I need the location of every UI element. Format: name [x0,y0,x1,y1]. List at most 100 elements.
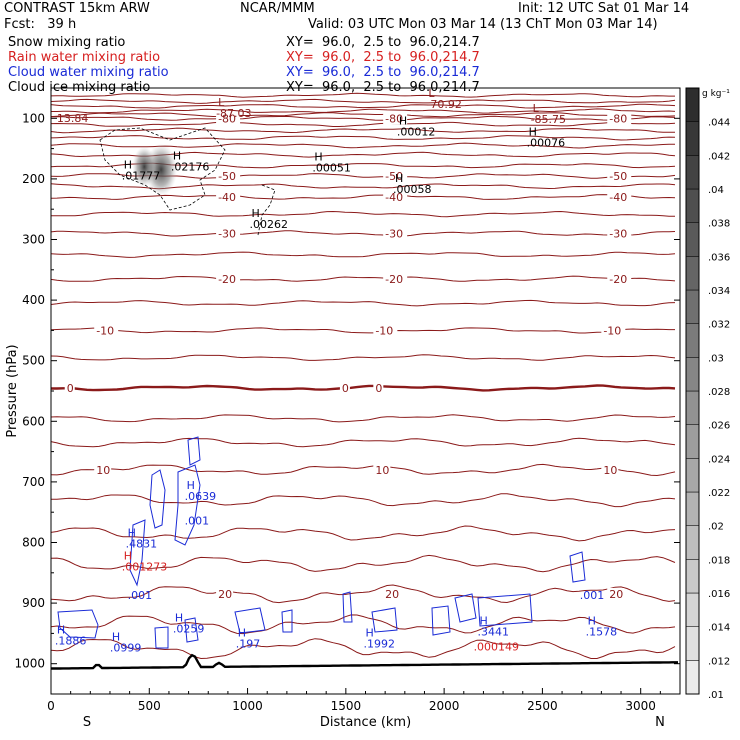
y-tick-label: 100 [22,111,45,125]
extremum-value: .000149 [474,640,520,653]
cloud-water-contour [234,607,266,634]
x-tick-label: 2000 [429,699,460,713]
legend-swatch [685,357,700,392]
isotherm-line [50,115,676,121]
extremum-marker: H [124,549,132,562]
isotherm-line [50,251,676,258]
legend-level-label: .026 [708,421,730,432]
y-tick-label: 1000 [14,657,45,671]
extremum-marker: H [187,479,195,492]
legend-swatch [685,626,700,661]
isotherm-line [50,127,675,134]
isotherm-label-bg [216,191,241,204]
isotherm-label: -50 [218,170,236,183]
extremum-value: .0999 [110,642,142,655]
y-tick-label: 300 [22,233,45,247]
extremum-value: .001 [185,514,210,527]
isotherm-label-bg [607,588,625,601]
isotherm-line [50,112,676,118]
extremum-value: .3441 [478,625,510,638]
cloud-water-contour [371,607,398,633]
extremum-value: .00051 [312,162,351,175]
isotherm-label: -30 [609,227,627,240]
x-tick-label: 500 [138,699,161,713]
isotherm-line [50,584,676,604]
isotherm-label: -50 [385,170,403,183]
isotherm-label: 0 [67,382,74,395]
extremum-marker: H [314,151,322,164]
cloud-water-contour [57,609,99,639]
isotherm-label-bg [607,272,632,285]
extremum-value: .001 [580,589,605,602]
isotherm-line [50,135,676,141]
field-cloudwater-xy: XY= 96.0, 2.5 to 96.0,214.7 [286,65,480,80]
isotherm-line [50,414,676,423]
legend-swatch [685,424,700,459]
legend-swatch [685,390,700,425]
forecast-hour: Fcst: 39 h [4,17,77,32]
isotherm-label-bg [607,112,632,125]
extremum-value: .1992 [364,637,396,650]
extremum-marker: H [480,614,488,627]
legend-swatch [685,559,700,594]
y-tick-label: 600 [22,414,45,428]
legend-level-label: .036 [708,252,730,263]
isotherm-label-bg [601,324,626,337]
x-tick-label: 1000 [232,699,263,713]
terrain-line [51,653,678,670]
isotherm-label-bg [607,191,632,204]
isotherm-line [50,614,676,635]
isotherm-label-bg [383,272,408,285]
cloud-water-contour [129,519,146,587]
isotherm-label-bg [339,381,350,394]
isotherm-line [50,327,675,334]
cloud-water-contour [281,609,293,633]
zero-isotherm-line [51,384,676,392]
y-tick-label: 900 [22,596,45,610]
extremum-value: -70.92 [426,98,461,111]
extremum-marker: H [175,611,183,624]
x-end-label-left: S [83,715,91,730]
isotherm-line [50,98,676,104]
isotherm-label-bg [607,169,632,182]
isotherm-label-bg [373,463,391,476]
field-snow-xy: XY= 96.0, 2.5 to 96.0,214.7 [286,35,480,50]
extremum-marker: H [529,125,537,138]
extremum-value: .1578 [586,625,618,638]
isotherm-line [51,210,675,218]
extremum-marker: H [112,631,120,644]
isotherm-label: -20 [385,273,403,286]
legend-swatch [685,155,700,190]
isotherm-line [51,108,676,114]
isotherm-label: -80 [609,112,627,125]
legend-level-label: .04 [708,185,724,196]
legend-swatch [685,222,700,257]
isotherm-line [50,230,676,237]
isotherm-label: 20 [609,588,623,601]
legend-unit-label: g kg⁻¹ [702,89,730,99]
legend-level-label: .042 [708,151,730,162]
isotherm-label: -30 [385,227,403,240]
isotherm-label-bg [383,169,408,182]
isotherm-label-bg [373,381,384,394]
isotherm-label: -80 [385,112,403,125]
legend-swatch [685,323,700,358]
extremum-value: .00076 [527,136,566,149]
cloud-water-contour [569,551,586,583]
center-title: NCAR/MMM [240,1,315,16]
isotherm-line [50,463,676,477]
extremum-value: .001273 [122,560,167,573]
isotherm-label: -50 [609,170,627,183]
extremum-marker: H [251,207,259,220]
legend-level-label: .044 [708,118,730,129]
extremum-marker: H [238,626,246,639]
extremum-value: .4831 [126,537,158,550]
extremum-marker: L [533,102,540,115]
legend-level-label: .018 [708,555,730,566]
isotherm-line [50,525,676,542]
cloud-water-contour [454,593,477,623]
isotherm-line [50,437,676,448]
legend-level-label: .032 [708,320,730,331]
extremum-value: -87.03 [216,107,251,120]
